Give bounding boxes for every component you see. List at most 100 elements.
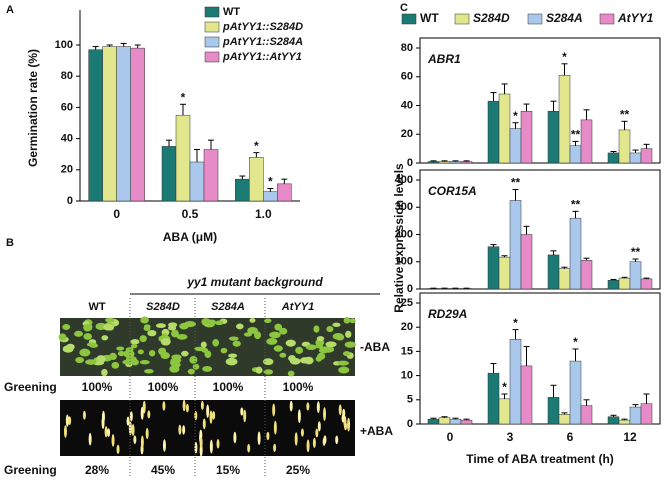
seedling xyxy=(332,322,341,327)
bar xyxy=(547,397,560,425)
legend-swatch xyxy=(599,13,615,25)
bar xyxy=(498,93,511,164)
greening-value: 45% xyxy=(151,463,175,477)
column-label: AtYY1 xyxy=(281,301,314,313)
seedling xyxy=(247,443,251,453)
seedling xyxy=(316,401,320,414)
error-bar xyxy=(194,149,200,162)
seedling xyxy=(312,437,316,449)
panel-label: C xyxy=(400,2,408,14)
error-bar xyxy=(452,160,459,162)
seedling xyxy=(179,322,189,330)
seedling xyxy=(85,359,97,365)
seedling xyxy=(147,410,151,419)
seedling xyxy=(58,333,67,341)
error-bar xyxy=(550,250,557,255)
seedling xyxy=(317,352,326,360)
legend-label: AtYY1 xyxy=(617,11,654,25)
error-bar xyxy=(583,109,590,120)
seedling xyxy=(194,441,198,454)
panel-label: B xyxy=(6,237,14,249)
y-tick-label: 100 xyxy=(55,39,73,51)
column-label: S284A xyxy=(211,301,245,313)
bar xyxy=(509,128,522,164)
bar xyxy=(640,278,653,290)
error-bar xyxy=(643,393,650,404)
bar xyxy=(607,416,620,425)
seedling xyxy=(273,443,277,452)
legend-swatch xyxy=(204,36,220,48)
bar xyxy=(569,217,582,290)
y-tick-label: 20 xyxy=(61,164,73,176)
seedling xyxy=(182,425,186,435)
error-bar xyxy=(610,151,617,153)
bar xyxy=(558,268,571,290)
seedling xyxy=(131,423,135,437)
seedling xyxy=(325,341,337,348)
x-axis-label: Time of ABA treatment (h) xyxy=(466,452,614,466)
error-bar xyxy=(267,188,274,192)
seedling xyxy=(289,400,293,412)
seedling xyxy=(269,331,281,339)
seedling xyxy=(200,341,207,348)
bar xyxy=(438,417,451,425)
seedling xyxy=(255,366,263,374)
y-tick-label: 400 xyxy=(395,174,413,186)
seedling xyxy=(139,360,150,365)
bar xyxy=(607,280,620,290)
seedling xyxy=(130,343,138,349)
seedling xyxy=(74,330,84,337)
seedling xyxy=(332,333,344,340)
y-tick-label: 5 xyxy=(407,394,413,406)
error-bar xyxy=(621,276,628,279)
seedling xyxy=(247,327,258,334)
error-bar xyxy=(621,418,628,421)
bar xyxy=(509,200,522,290)
seedling xyxy=(295,346,304,354)
bar xyxy=(161,146,177,202)
seedling xyxy=(162,401,166,411)
legend-swatch xyxy=(401,13,417,25)
error-bar xyxy=(120,42,127,47)
error-bar xyxy=(572,140,579,146)
seedling xyxy=(182,399,186,412)
legend-label: pAtYY1::S284A xyxy=(222,36,303,48)
bar xyxy=(449,418,462,425)
bar xyxy=(487,246,500,290)
seedling xyxy=(279,327,288,335)
seedling xyxy=(306,402,310,411)
error-bar xyxy=(490,92,497,102)
significance: * xyxy=(268,175,273,189)
bar xyxy=(558,75,571,164)
legend-swatch xyxy=(527,13,543,25)
seedling xyxy=(202,418,206,430)
seedling xyxy=(86,342,98,347)
seedling xyxy=(319,346,329,354)
seedling xyxy=(236,323,244,330)
condition-label: +ABA xyxy=(360,424,393,438)
bar xyxy=(427,161,440,164)
bar xyxy=(116,46,131,202)
bar xyxy=(203,149,219,202)
y-tick-label: 80 xyxy=(401,42,413,54)
seedling xyxy=(262,358,274,366)
seedling xyxy=(145,427,149,440)
row-label: Greening xyxy=(4,463,57,477)
seedling xyxy=(155,323,166,329)
seedling xyxy=(171,329,179,338)
bar xyxy=(487,372,500,425)
bar xyxy=(235,178,250,202)
y-tick-label: 40 xyxy=(61,133,73,145)
seedling xyxy=(178,424,182,435)
x-tick-label: 1.0 xyxy=(255,207,272,221)
bar xyxy=(558,414,571,425)
error-bar xyxy=(523,225,530,235)
seedling xyxy=(220,347,228,354)
error-bar xyxy=(561,63,568,76)
greening-value: 100% xyxy=(148,380,179,394)
legend-label: pAtYY1::S284D xyxy=(222,21,303,33)
seedling xyxy=(109,352,117,360)
y-tick-label: 40 xyxy=(401,99,413,111)
seedling xyxy=(116,444,120,455)
seedling xyxy=(101,368,108,377)
